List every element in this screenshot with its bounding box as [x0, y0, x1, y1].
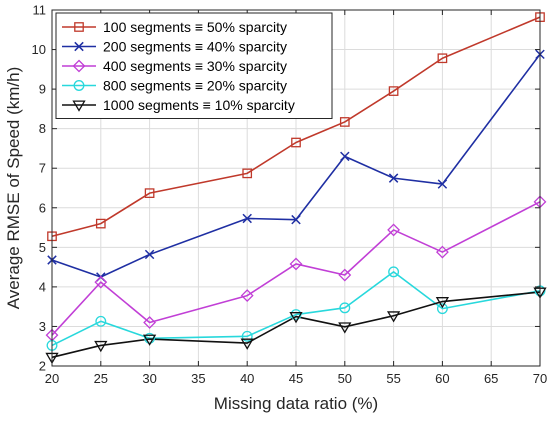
data-point-4-2 — [142, 334, 157, 346]
data-point-2-7 — [435, 245, 449, 259]
y-tick-label: 10 — [32, 42, 46, 57]
y-tick-label: 4 — [39, 279, 46, 294]
legend-label-3: 800 segments ≡ 20% sparcity — [103, 78, 287, 94]
data-point-1-5 — [340, 151, 350, 162]
data-point-2-1 — [94, 275, 108, 289]
y-tick-label: 7 — [39, 161, 46, 176]
data-point-0-3 — [242, 168, 253, 179]
data-point-1-6 — [388, 173, 399, 183]
legend-marker-3 — [73, 80, 85, 91]
x-axis-label: Missing data ratio (%) — [214, 394, 378, 413]
data-point-3-1 — [95, 315, 107, 327]
data-point-0-1 — [95, 218, 106, 229]
x-tick-label: 30 — [142, 371, 156, 386]
data-point-2-5 — [338, 268, 352, 282]
data-point-1-7 — [437, 179, 448, 189]
legend-marker-4 — [72, 100, 86, 112]
y-tick-label: 8 — [39, 121, 46, 136]
series-line-3 — [51, 271, 541, 347]
x-tick-label: 25 — [94, 371, 108, 386]
legend-marker-1 — [74, 41, 84, 52]
data-point-0-6 — [388, 86, 399, 96]
legend-label-4: 1000 segments ≡ 10% sparcity — [103, 97, 295, 113]
y-tick-label: 5 — [39, 240, 46, 255]
series-line-4 — [51, 291, 541, 359]
x-tick-label: 60 — [435, 371, 449, 386]
data-point-3-2 — [144, 332, 156, 344]
data-point-2-3 — [240, 289, 254, 303]
data-point-0-7 — [437, 53, 448, 64]
x-tick-label: 55 — [386, 371, 400, 386]
x-tick-label: 20 — [45, 371, 59, 386]
series-line-0 — [51, 16, 541, 238]
data-point-0-4 — [291, 137, 301, 148]
x-tick-label: 70 — [533, 371, 547, 386]
data-point-4-1 — [94, 340, 108, 353]
x-tick-label: 50 — [338, 371, 352, 386]
data-point-3-7 — [436, 303, 448, 315]
legend-label-0: 100 segments ≡ 50% sparcity — [103, 19, 287, 35]
data-point-1-4 — [291, 214, 301, 225]
y-tick-label: 9 — [39, 82, 46, 97]
data-point-0-2 — [144, 188, 155, 198]
y-tick-label: 2 — [39, 359, 46, 374]
legend-marker-2 — [72, 59, 86, 73]
data-point-4-6 — [386, 311, 401, 323]
series-lines — [51, 16, 541, 359]
data-point-3-6 — [388, 266, 400, 278]
x-tick-label: 45 — [289, 371, 303, 386]
data-point-2-2 — [143, 316, 157, 329]
legend-box — [55, 12, 333, 119]
data-point-2-6 — [387, 223, 401, 237]
data-point-2-4 — [289, 257, 303, 271]
data-point-4-4 — [289, 312, 303, 324]
x-tick-label: 35 — [191, 371, 205, 386]
y-axis-label: Average RMSE of Speed (km/h) — [4, 67, 23, 310]
data-point-4-5 — [338, 322, 352, 334]
data-point-4-3 — [240, 338, 254, 350]
data-point-3-3 — [241, 330, 253, 342]
y-tick-label: 6 — [39, 200, 46, 215]
legend-label-1: 200 segments ≡ 40% sparcity — [103, 39, 287, 55]
data-point-4-7 — [435, 297, 450, 309]
data-point-0-5 — [339, 117, 350, 127]
legend-marker-0 — [74, 22, 84, 32]
data-point-3-5 — [339, 302, 351, 314]
y-tick-label: 11 — [33, 3, 47, 18]
data-point-1-3 — [242, 213, 252, 224]
series-markers — [45, 12, 547, 365]
x-tick-label: 40 — [240, 371, 254, 386]
legend-label-2: 400 segments ≡ 30% sparcity — [103, 58, 287, 74]
legend: 100 segments ≡ 50% sparcity 200 segments … — [55, 12, 333, 119]
y-tick-label: 3 — [39, 319, 46, 334]
series-line-2 — [51, 201, 541, 336]
data-point-1-2 — [144, 249, 155, 260]
x-tick-label: 65 — [484, 371, 498, 386]
